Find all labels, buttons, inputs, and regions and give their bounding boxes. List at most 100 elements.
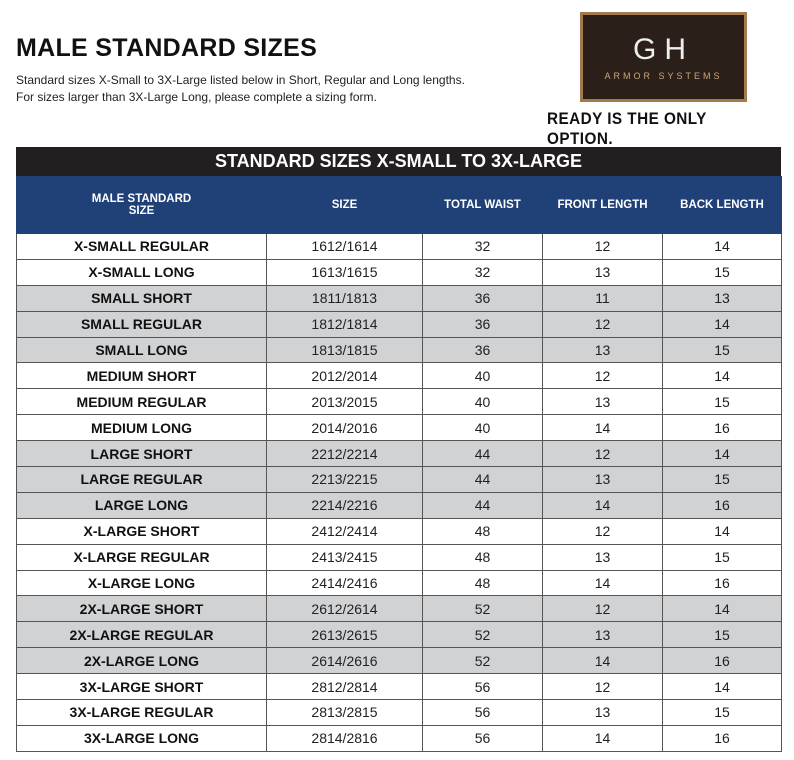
cell: 14 xyxy=(662,673,782,701)
cell: 12 xyxy=(542,517,663,545)
cell: 2212/2214 xyxy=(266,440,423,468)
cell: 14 xyxy=(542,569,663,597)
cell: 2614/2616 xyxy=(266,647,423,675)
cell: 1613/1615 xyxy=(266,258,423,286)
subtitle: For sizes larger than 3X-Large Long, ple… xyxy=(16,90,377,104)
title: MALE STANDARD SIZES xyxy=(16,34,318,62)
row-label: X-SMALL REGULAR xyxy=(16,233,267,260)
cell: 48 xyxy=(422,569,543,597)
column-header: TOTAL WAIST xyxy=(422,176,543,234)
row-label: 3X-LARGE REGULAR xyxy=(16,699,267,726)
row-label: MEDIUM SHORT xyxy=(16,362,267,390)
cell: 36 xyxy=(422,284,543,312)
cell: 13 xyxy=(542,336,663,364)
cell: 40 xyxy=(422,414,543,442)
row-label: LARGE REGULAR xyxy=(16,466,267,493)
row-label: 3X-LARGE LONG xyxy=(16,724,267,752)
cell: 2214/2216 xyxy=(266,491,423,519)
cell: 15 xyxy=(662,543,782,571)
cell: 56 xyxy=(422,699,543,726)
cell: 2814/2816 xyxy=(266,724,423,752)
cell: 13 xyxy=(542,466,663,493)
tagline: READY IS THE ONLY OPTION. xyxy=(547,109,707,148)
cell: 14 xyxy=(542,724,663,752)
column-header: SIZE xyxy=(266,176,423,234)
row-label: X-LARGE LONG xyxy=(16,569,267,597)
cell: 2412/2414 xyxy=(266,517,423,545)
table-row: MEDIUM LONG 2014/2016 40 14 16 xyxy=(16,414,782,442)
cell: 15 xyxy=(662,699,782,726)
row-label: MEDIUM REGULAR xyxy=(16,388,267,416)
cell: 15 xyxy=(662,466,782,493)
column-header-text: BACK LENGTH xyxy=(680,199,764,211)
cell: 32 xyxy=(422,233,543,260)
cell: 12 xyxy=(542,233,663,260)
cell: 1813/1815 xyxy=(266,336,423,364)
cell: 2813/2815 xyxy=(266,699,423,726)
row-label: 2X-LARGE SHORT xyxy=(16,595,267,623)
cell: 16 xyxy=(662,491,782,519)
table-row: X-LARGE REGULAR 2413/2415 48 13 15 xyxy=(16,543,782,571)
row-label: LARGE LONG xyxy=(16,491,267,519)
table-row: 2X-LARGE SHORT 2612/2614 52 12 14 xyxy=(16,595,782,623)
cell: 13 xyxy=(542,699,663,726)
column-header: MALE STANDARD SIZE xyxy=(16,176,267,234)
cell: 2014/2016 xyxy=(266,414,423,442)
cell: 40 xyxy=(422,362,543,390)
cell: 15 xyxy=(662,258,782,286)
cell: 56 xyxy=(422,673,543,701)
cell: 12 xyxy=(542,595,663,623)
row-label: 2X-LARGE LONG xyxy=(16,647,267,675)
cell: 13 xyxy=(662,284,782,312)
cell: 2812/2814 xyxy=(266,673,423,701)
row-label: LARGE SHORT xyxy=(16,440,267,468)
table-row: 3X-LARGE REGULAR 2813/2815 56 13 15 xyxy=(16,699,782,726)
cell: 16 xyxy=(662,647,782,675)
table-row: SMALL REGULAR 1812/1814 36 12 14 xyxy=(16,310,782,338)
cell: 14 xyxy=(662,440,782,468)
row-label: X-LARGE REGULAR xyxy=(16,543,267,571)
cell: 14 xyxy=(542,647,663,675)
table-row: X-LARGE SHORT 2412/2414 48 12 14 xyxy=(16,517,782,545)
cell: 2613/2615 xyxy=(266,621,423,649)
cell: 44 xyxy=(422,440,543,468)
cell: 15 xyxy=(662,388,782,416)
cell: 40 xyxy=(422,388,543,416)
cell: 52 xyxy=(422,595,543,623)
table-row: LARGE REGULAR 2213/2215 44 13 15 xyxy=(16,466,782,493)
table-row: 2X-LARGE LONG 2614/2616 52 14 16 xyxy=(16,647,782,675)
cell: 36 xyxy=(422,336,543,364)
row-label: MEDIUM LONG xyxy=(16,414,267,442)
column-header-text: TOTAL WAIST xyxy=(444,199,521,211)
cell: 52 xyxy=(422,647,543,675)
cell: 13 xyxy=(542,543,663,571)
table-banner: STANDARD SIZES X-SMALL TO 3X-LARGE xyxy=(16,147,781,176)
cell: 14 xyxy=(662,233,782,260)
row-label: X-SMALL LONG xyxy=(16,258,267,286)
table-row: LARGE SHORT 2212/2214 44 12 14 xyxy=(16,440,782,468)
table-row: MEDIUM SHORT 2012/2014 40 12 14 xyxy=(16,362,782,390)
table-row: 3X-LARGE SHORT 2812/2814 56 12 14 xyxy=(16,673,782,701)
logo-name: ARMOR SYSTEMS xyxy=(604,71,723,81)
row-label: 3X-LARGE SHORT xyxy=(16,673,267,701)
cell: 12 xyxy=(542,310,663,338)
logo-mark: GH xyxy=(633,33,694,66)
cell: 32 xyxy=(422,258,543,286)
table-row: MEDIUM REGULAR 2013/2015 40 13 15 xyxy=(16,388,782,416)
cell: 2612/2614 xyxy=(266,595,423,623)
cell: 13 xyxy=(542,621,663,649)
cell: 16 xyxy=(662,569,782,597)
table-row: LARGE LONG 2214/2216 44 14 16 xyxy=(16,491,782,519)
cell: 16 xyxy=(662,414,782,442)
cell: 2013/2015 xyxy=(266,388,423,416)
table-row: 3X-LARGE LONG 2814/2816 56 14 16 xyxy=(16,724,782,752)
cell: 13 xyxy=(542,388,663,416)
cell: 2012/2014 xyxy=(266,362,423,390)
cell: 14 xyxy=(662,310,782,338)
column-header: FRONT LENGTH xyxy=(542,176,663,234)
cell: 13 xyxy=(542,258,663,286)
cell: 1811/1813 xyxy=(266,284,423,312)
column-header: BACK LENGTH xyxy=(662,176,782,234)
row-label: SMALL REGULAR xyxy=(16,310,267,338)
